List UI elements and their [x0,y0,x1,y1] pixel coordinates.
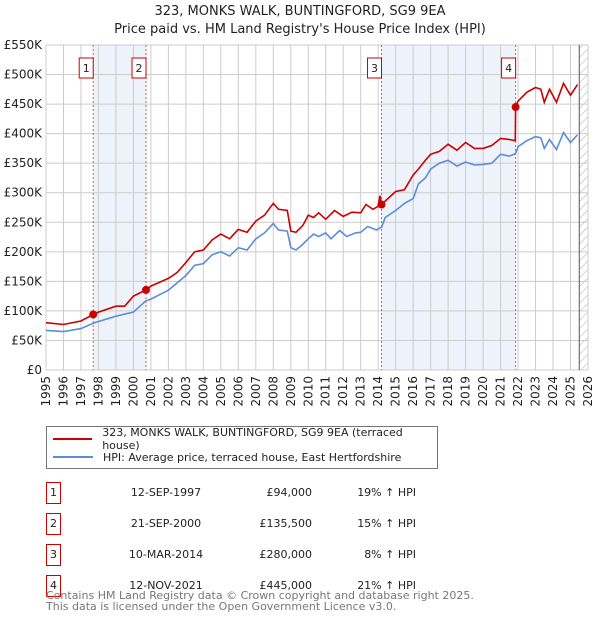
x-tick-label: 2014 [371,376,385,407]
y-tick-label: £0 [27,363,42,377]
x-tick-label: 2018 [441,376,455,407]
sale-price: £280,000 [259,548,313,561]
sale-price: £135,500 [259,517,313,530]
x-tick-label: 2012 [336,376,350,407]
sale-point [142,285,151,294]
x-tick-label: 2015 [389,376,403,407]
sale-number: 2 [46,513,61,535]
x-tick-label: 2024 [546,376,560,407]
y-tick-label: £550K [4,38,44,52]
sale-label: 2 [136,62,143,75]
y-tick-label: £400K [4,127,44,141]
x-tick-label: 2016 [406,376,420,407]
x-tick-label: 2002 [161,376,175,407]
sale-point [89,310,98,319]
hpi-line [45,130,579,333]
footer-copyright: Contains HM Land Registry data © Crown c… [46,589,474,602]
sale-hpi-diff: 19% ↑ HPI [357,486,416,499]
x-tick-label: 2017 [424,376,438,407]
sale-row: 1 12-SEP-1997 £94,000 19% ↑ HPI [46,482,446,504]
sale-label: 3 [371,62,378,75]
legend-item-hpi: HPI: Average price, terraced house, East… [53,449,401,465]
y-tick-label: £450K [4,97,44,111]
x-tick-label: 2001 [144,376,158,407]
plot-area: £0 £50K £100K £150K £200K £250K £300K £350K £400… [4,38,595,407]
y-tick-label: £350K [4,156,44,170]
x-tick-label: 2003 [179,376,193,407]
x-tick-label: 2021 [494,376,508,407]
y-tick-label: £300K [4,186,44,200]
sale-hpi-diff: 15% ↑ HPI [357,517,416,530]
x-tick-label: 2026 [581,376,595,407]
sale-label-box [131,57,147,79]
sale-number: 4 [46,575,61,597]
x-tick-label: 2023 [529,376,543,407]
legend-swatch-blue [53,456,93,458]
sale-hpi-diff: 21% ↑ HPI [357,579,416,592]
sale-row: 2 21-SEP-2000 £135,500 15% ↑ HPI [46,513,446,535]
y-tick-label: £100K [4,304,44,318]
y-tick-label: £250K [4,215,44,229]
x-tick-label: 1997 [74,376,88,407]
sale-price: £445,000 [259,579,313,592]
legend-label: 323, MONKS WALK, BUNTINGFORD, SG9 9EA (t… [102,426,403,452]
sale-row: 4 12-NOV-2021 £445,000 21% ↑ HPI [46,575,446,597]
legend-swatch-red [53,438,93,440]
x-tick-label: 2011 [319,376,333,407]
sale-hpi-diff: 8% ↑ HPI [364,548,416,561]
sale-point [511,103,520,112]
sale-price: £94,000 [266,486,313,499]
x-tick-label: 2022 [511,376,525,407]
forecast-hatch [579,45,588,370]
sale-label: 1 [83,62,90,75]
legend-label: HPI: Average price, terraced house, East… [103,450,402,464]
sale-number: 1 [46,482,61,504]
sale-label-box [501,57,517,79]
sale-date: 12-SEP-1997 [130,486,202,499]
x-tick-label: 2019 [459,376,473,407]
x-tick-label: 1999 [109,376,123,407]
y-tick-label: £150K [4,274,44,288]
x-tick-label: 2010 [301,376,315,407]
x-tick-label: 2007 [249,376,263,407]
sale-label-box [78,57,94,79]
price-paid-line [45,81,579,326]
x-tick-label: 2025 [564,376,578,407]
x-tick-label: 2006 [231,376,245,407]
sale-date: 12-NOV-2021 [129,579,203,592]
chart-subtitle: Price paid vs. HM Land Registry's House … [114,22,486,37]
y-tick-label: £200K [4,245,44,259]
footer-licence: This data is licensed under the Open Gov… [46,600,397,613]
legend-item-price: 323, MONKS WALK, BUNTINGFORD, SG9 9EA (t… [53,426,437,452]
x-tick-label: 2004 [196,376,210,407]
sale-point [377,200,386,209]
chart-title: 323, MONKS WALK, BUNTINGFORD, SG9 9EA [154,4,446,19]
sale-label: 4 [505,62,512,75]
y-tick-label: £500K [4,68,44,82]
x-tick-label: 1995 [39,376,53,407]
x-tick-label: 2000 [126,376,140,407]
x-tick-label: 1996 [56,376,70,407]
x-tick-label: 2009 [284,376,298,407]
x-tick-label: 1998 [91,376,105,407]
y-tick-label: £50K [11,333,43,347]
x-tick-label: 2005 [214,376,228,407]
legend: 323, MONKS WALK, BUNTINGFORD, SG9 9EA (t… [46,426,438,469]
sale-date: 21-SEP-2000 [130,517,202,530]
sale-row: 3 10-MAR-2014 £280,000 8% ↑ HPI [46,544,446,566]
x-tick-label: 2008 [266,376,280,407]
sale-number: 3 [46,544,61,566]
sale-date: 10-MAR-2014 [128,548,204,561]
sale-label-box [367,57,383,79]
x-tick-label: 2020 [476,376,490,407]
x-tick-label: 2013 [354,376,368,407]
